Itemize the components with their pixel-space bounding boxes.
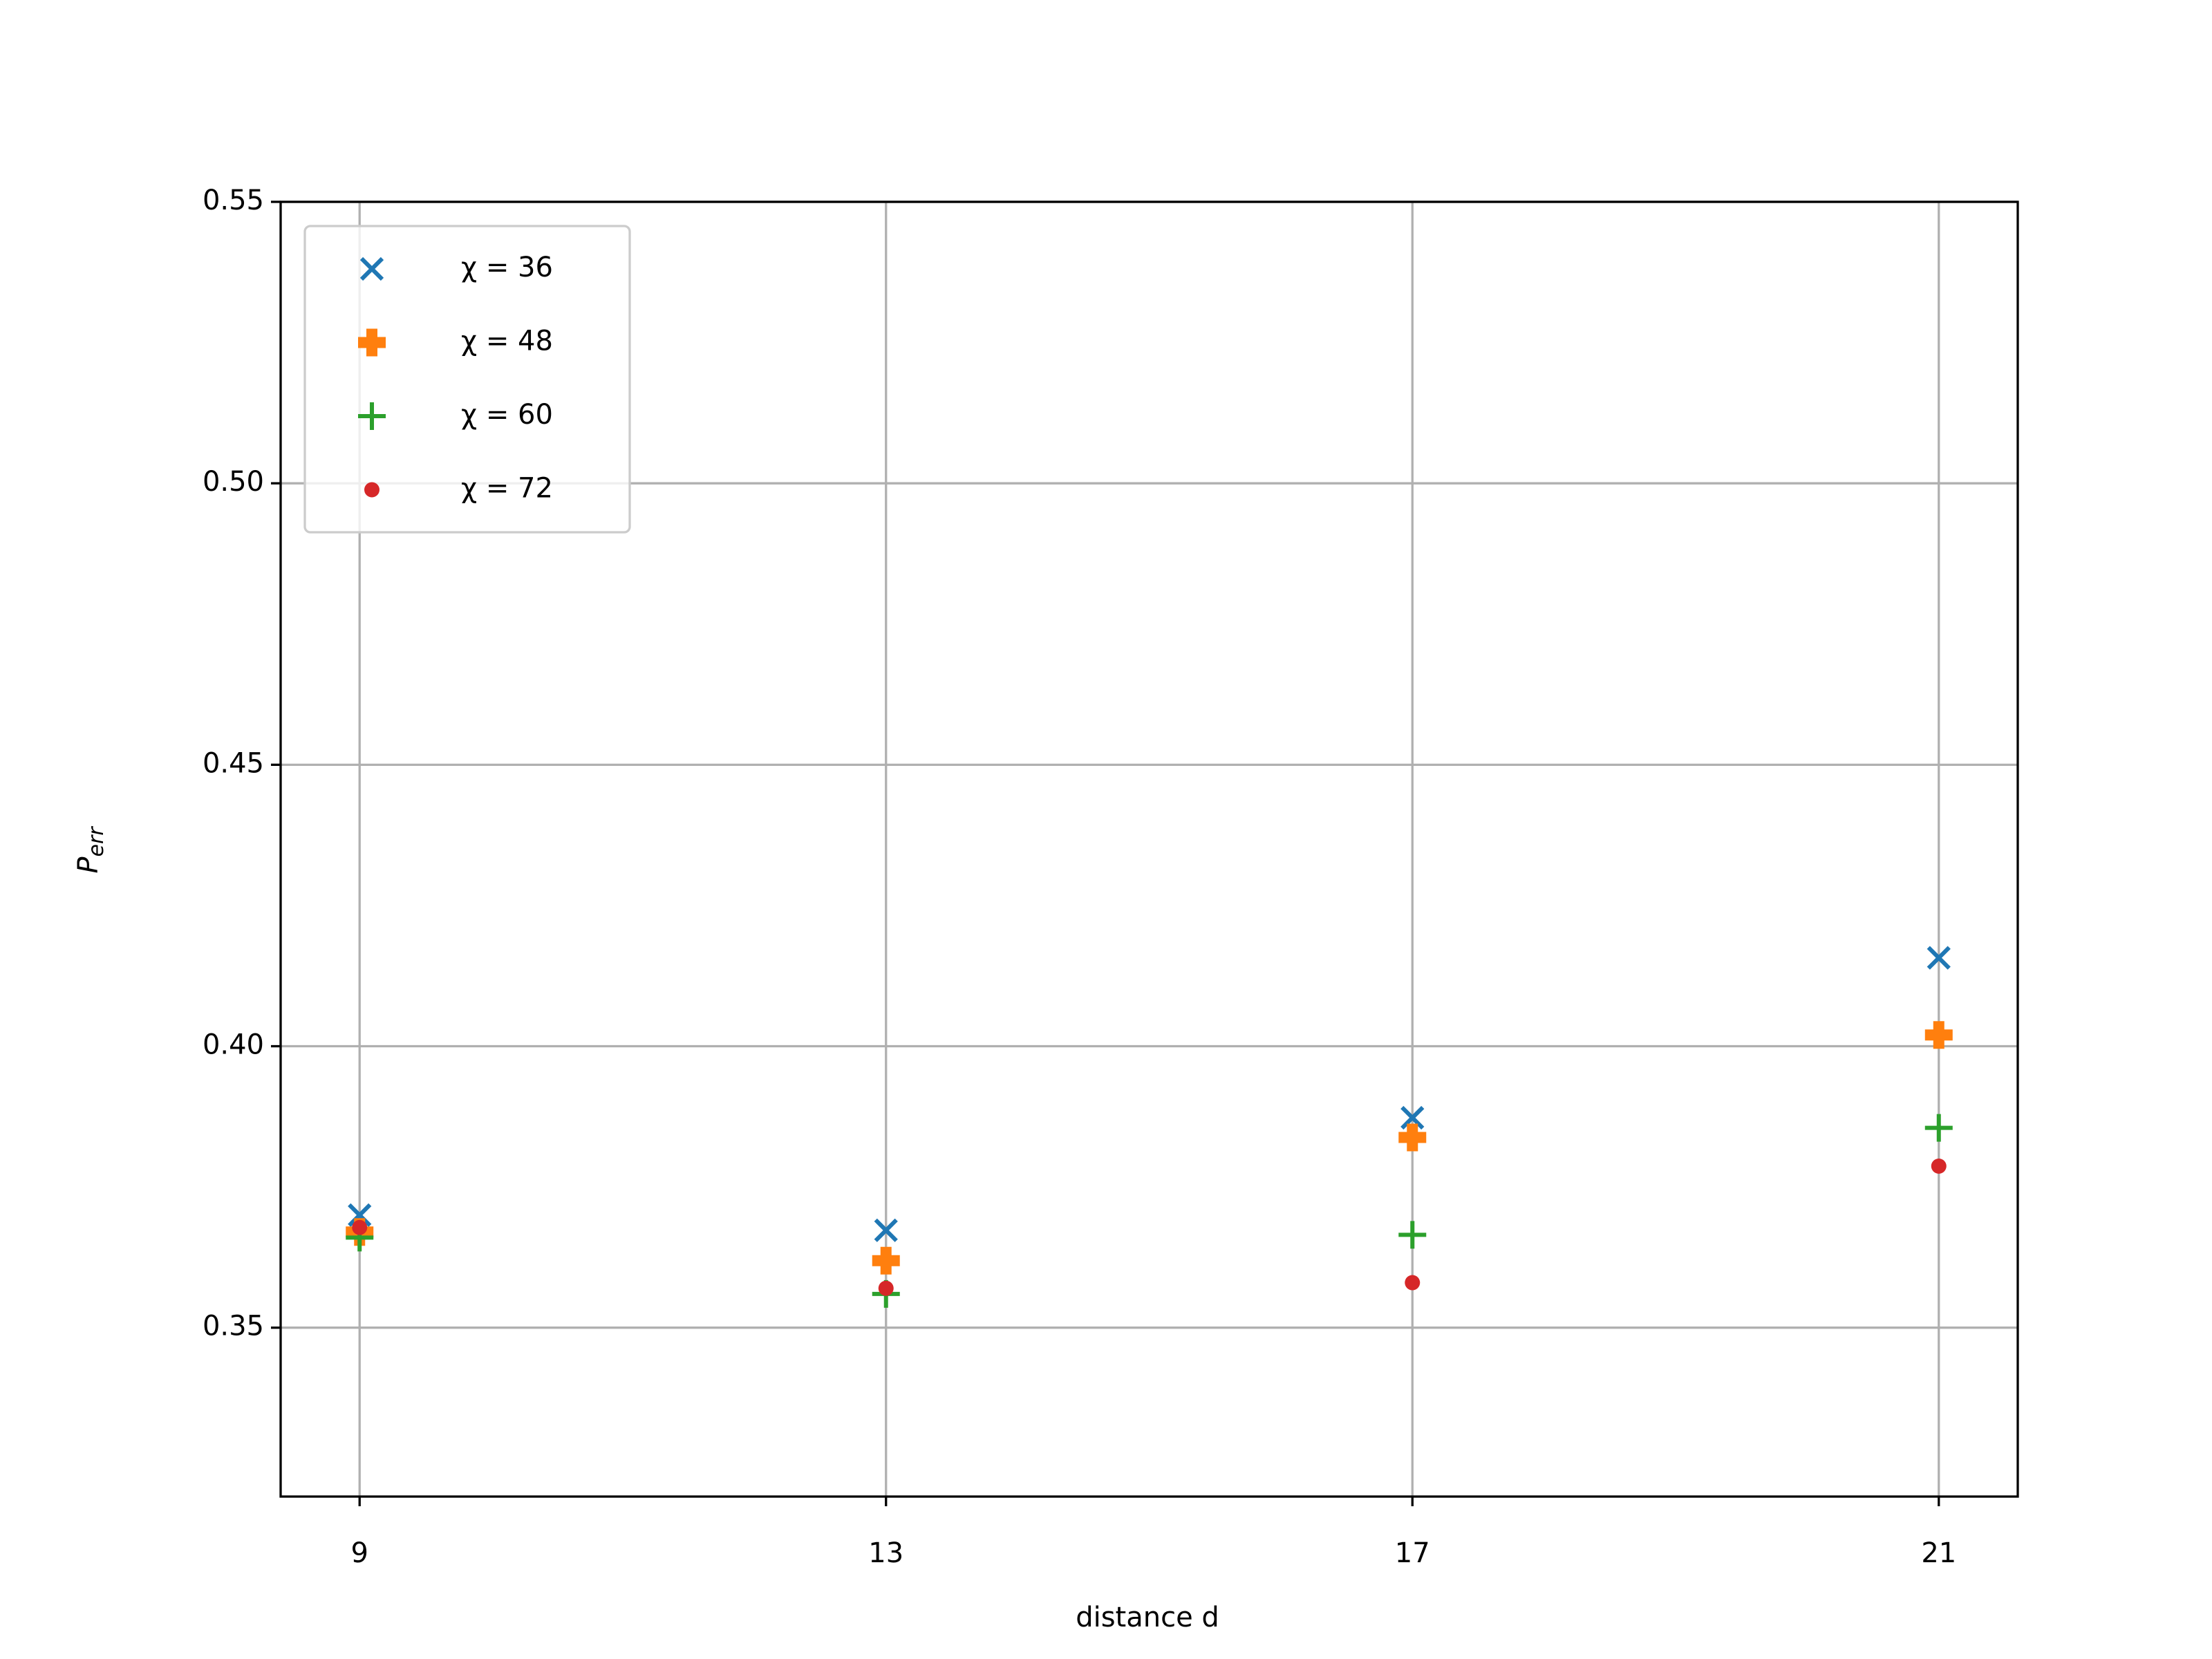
x-tick-label: 13 [868,1537,903,1569]
x-tick-label: 17 [1395,1537,1430,1569]
y-tick-label: 0.35 [203,1311,264,1342]
y-tick-label: 0.55 [203,185,264,216]
y-axis-label-sub: err [84,826,109,857]
y-tick-label: 0.50 [203,466,264,498]
marker-plus-filled [872,1246,900,1275]
legend-box [303,225,631,534]
marker-x [1400,1105,1425,1130]
x-tick-label: 9 [351,1537,368,1569]
marker-plus-filled [358,328,386,357]
y-axis-label: Perr [73,826,109,874]
legend-label: χ = 72 [461,473,553,505]
marker-plus [1924,1114,1953,1142]
marker-x [348,1203,372,1227]
marker-dot [352,1219,368,1235]
marker-plus [358,402,386,430]
legend-label: χ = 36 [461,252,553,283]
marker-x [1927,946,1951,970]
legend-label: χ = 48 [461,326,553,357]
marker-plus [1398,1221,1427,1249]
marker-x [874,1218,898,1242]
x-tick-label: 21 [1921,1537,1956,1569]
marker-x [359,256,384,281]
marker-plus-filled [1924,1021,1953,1049]
y-tick-label: 0.40 [203,1029,264,1061]
marker-dot [364,482,379,498]
x-axis-label: distance d [1076,1602,1219,1633]
marker-plus-filled [1398,1123,1427,1152]
marker-dot [878,1280,894,1296]
y-axis-label-base: P [73,856,104,874]
marker-dot [1405,1275,1421,1291]
marker-dot [1931,1158,1947,1174]
y-tick-label: 0.45 [203,747,264,779]
y-axis-label-group: Perr [73,826,109,874]
legend-label: χ = 60 [461,399,553,431]
plot-frame [279,200,2019,1498]
